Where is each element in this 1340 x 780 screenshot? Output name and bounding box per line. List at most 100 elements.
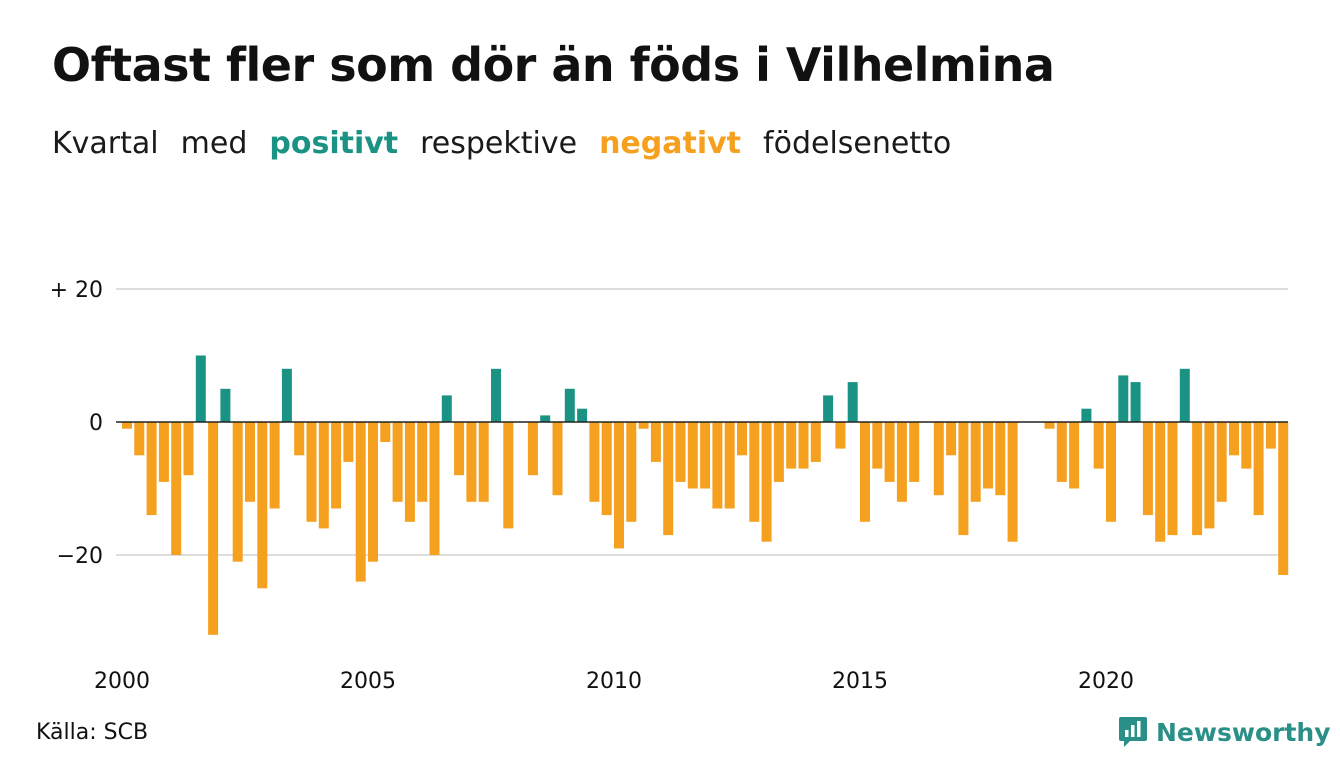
bar (1069, 422, 1080, 489)
bar (577, 408, 588, 422)
x-tick-label: 2020 (1078, 669, 1134, 694)
bar (970, 422, 981, 502)
bar (663, 422, 674, 536)
bar (245, 422, 255, 502)
bar (540, 415, 551, 423)
bar (1106, 422, 1116, 522)
bar (368, 422, 378, 562)
bar (1241, 422, 1252, 469)
legend-positive: positivt (269, 126, 399, 161)
bar (1192, 422, 1203, 536)
y-tick-label: + 20 (50, 278, 103, 303)
bar (786, 422, 797, 469)
bar (958, 422, 969, 536)
bar (122, 422, 132, 429)
bar (183, 422, 194, 476)
y-tick-label: 0 (89, 411, 103, 436)
bar (232, 422, 243, 562)
bar (466, 422, 477, 502)
bar (983, 422, 993, 489)
bar (146, 422, 157, 516)
bar (1253, 422, 1264, 516)
bar (860, 422, 870, 522)
bar (478, 422, 489, 502)
x-tick-label: 2000 (94, 669, 150, 694)
bar (1007, 422, 1018, 542)
bar (601, 422, 612, 516)
bar (1142, 422, 1153, 516)
bar (1179, 368, 1190, 422)
bar (503, 422, 514, 529)
bar (527, 422, 538, 476)
bar (1278, 422, 1289, 575)
bar (712, 422, 723, 509)
bar (700, 422, 711, 489)
bar (491, 368, 501, 422)
bar (429, 422, 440, 555)
bar (269, 422, 280, 509)
bar (552, 422, 563, 496)
bar (638, 422, 649, 429)
bar (675, 422, 686, 482)
bar (171, 422, 182, 555)
bar (810, 422, 821, 462)
bar (564, 388, 575, 423)
chart-subtitle: Kvartal med positivt respektive negativt föde… (52, 126, 973, 161)
subtitle-word: med (180, 126, 248, 161)
subtitle-word: födelsenetto (763, 126, 952, 161)
bar (1044, 422, 1055, 429)
bar (761, 422, 772, 542)
bar (872, 422, 883, 469)
subtitle-word: Kvartal (52, 126, 159, 161)
y-tick-label: −20 (57, 544, 103, 569)
bar (195, 355, 206, 422)
brand-name: Newsworthy (1156, 717, 1331, 747)
bar (441, 395, 452, 422)
x-tick-label: 2015 (832, 669, 888, 694)
bar (835, 422, 846, 449)
bar (208, 422, 219, 635)
bar (614, 422, 624, 549)
bar (589, 422, 600, 502)
bar (306, 422, 317, 522)
bar (454, 422, 465, 476)
x-tick-label: 2010 (586, 669, 642, 694)
bar (884, 422, 895, 482)
bar (626, 422, 637, 522)
bar (318, 422, 329, 529)
bar (823, 395, 834, 422)
bar (946, 422, 957, 456)
bar (1204, 422, 1215, 529)
legend-negative: negativt (599, 126, 742, 161)
bar (650, 422, 661, 462)
bar (798, 422, 809, 469)
bar (1265, 422, 1276, 449)
bar (294, 422, 305, 456)
bar (380, 422, 391, 442)
bar (220, 388, 231, 423)
bar (1229, 422, 1239, 456)
bar (749, 422, 760, 522)
bar (404, 422, 415, 522)
bar (896, 422, 907, 502)
bar (1216, 422, 1227, 502)
bar (1118, 375, 1129, 422)
bar (134, 422, 145, 456)
bar (995, 422, 1006, 496)
bar (257, 422, 268, 589)
bar-chart-bubble-icon (1119, 717, 1147, 747)
bar (281, 368, 292, 422)
x-tick-label: 2005 (340, 669, 396, 694)
bar (847, 382, 858, 422)
bar (1130, 382, 1141, 422)
source-note: Källa: SCB (36, 720, 149, 745)
bar (1056, 422, 1067, 482)
bar (737, 422, 747, 456)
bar (687, 422, 698, 489)
bar (343, 422, 354, 462)
bar (1093, 422, 1104, 469)
bar (417, 422, 428, 502)
bar (909, 422, 920, 482)
bar (331, 422, 342, 509)
